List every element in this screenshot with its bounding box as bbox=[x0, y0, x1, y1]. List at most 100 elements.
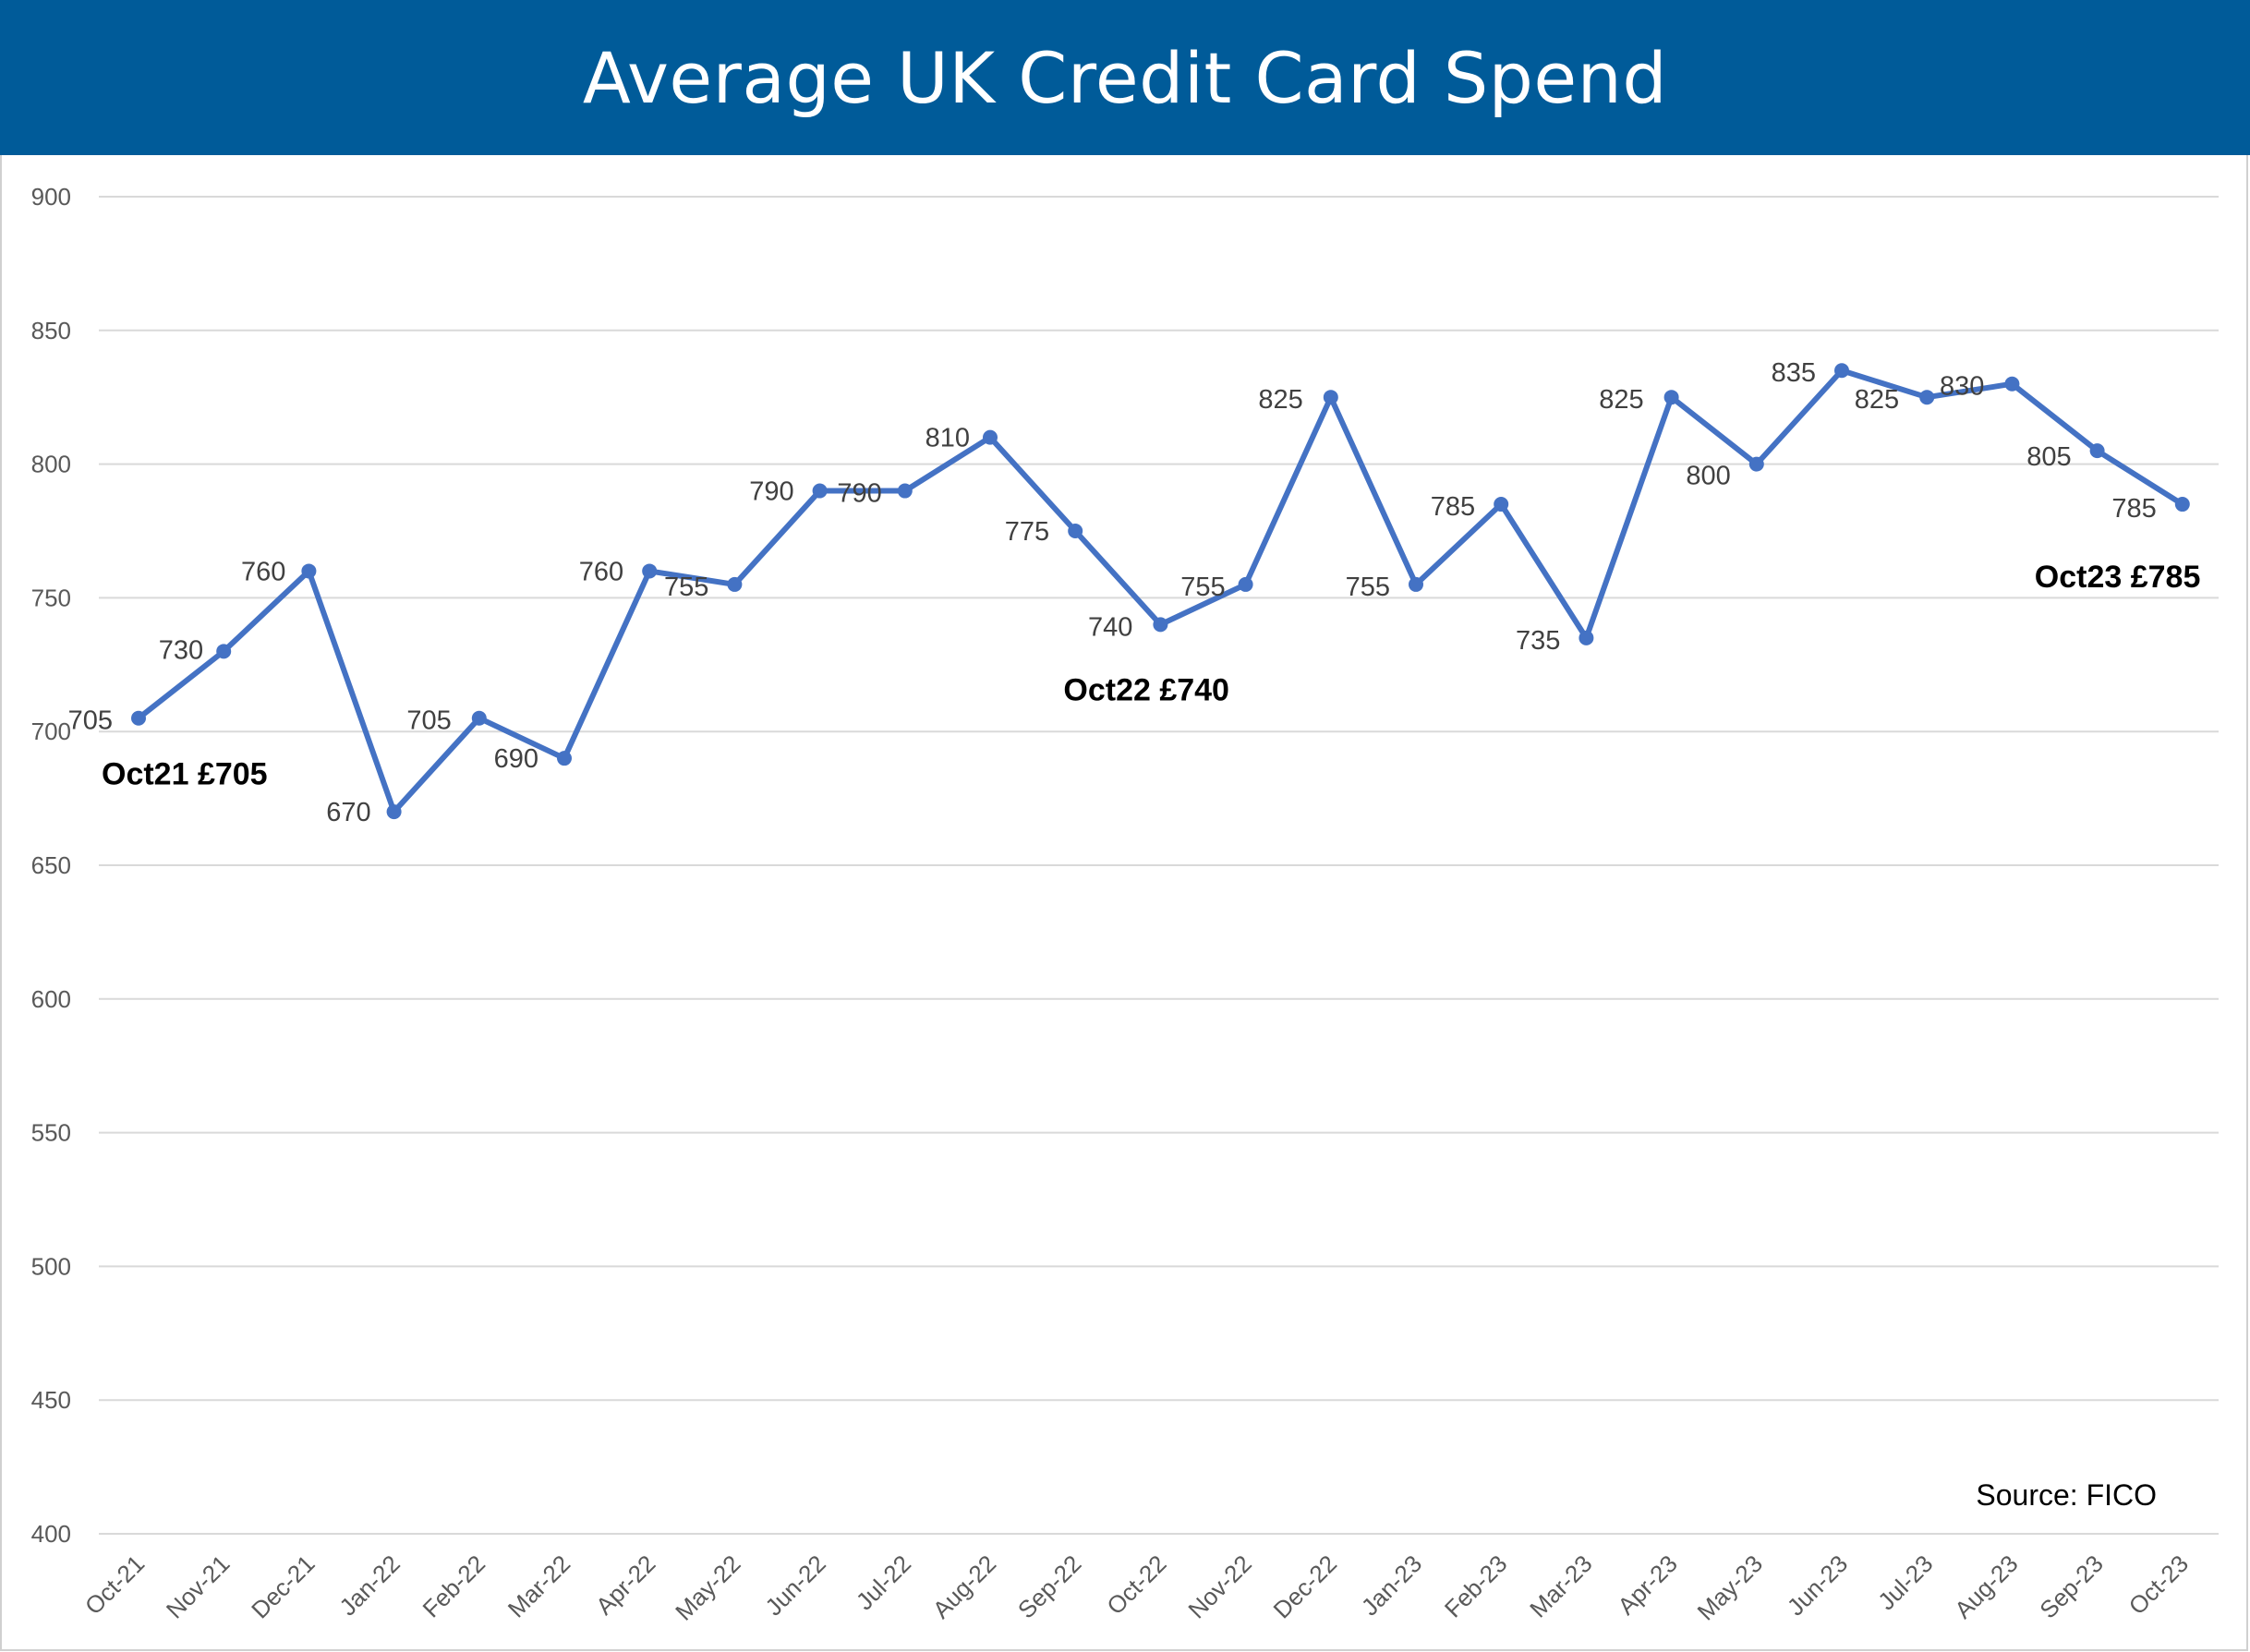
data-label: 755 bbox=[664, 573, 708, 602]
data-label: 755 bbox=[1346, 573, 1390, 602]
y-tick-label: 750 bbox=[31, 584, 71, 611]
x-tick-label: May-22 bbox=[670, 1550, 746, 1626]
data-point bbox=[2004, 376, 2020, 392]
data-label: 690 bbox=[494, 744, 538, 774]
x-tick-label: Aug-23 bbox=[1949, 1550, 2023, 1623]
x-tick-label: Oct-23 bbox=[2123, 1550, 2194, 1620]
line-chart: 400 450 500 550 600 650 700 750 800 850 900 Oct-21… bbox=[31, 183, 2219, 1626]
data-label: 825 bbox=[1258, 385, 1302, 415]
x-tick-label: May-23 bbox=[1692, 1550, 1769, 1626]
data-point bbox=[1579, 630, 1594, 645]
data-label: 790 bbox=[837, 479, 881, 509]
data-point bbox=[812, 483, 828, 499]
data-label: 810 bbox=[925, 424, 970, 453]
data-label: 705 bbox=[68, 706, 113, 736]
data-point bbox=[1323, 390, 1338, 405]
data-point bbox=[1663, 390, 1679, 405]
data-label: 775 bbox=[1005, 517, 1049, 547]
data-point bbox=[897, 483, 913, 499]
y-tick-label: 500 bbox=[31, 1252, 71, 1280]
data-label: 785 bbox=[2111, 494, 2156, 524]
data-point bbox=[2089, 443, 2105, 459]
data-label: 735 bbox=[1516, 626, 1560, 656]
chart-header: Average UK Credit Card Spend bbox=[0, 0, 2250, 155]
data-label: 785 bbox=[1431, 492, 1475, 522]
data-point bbox=[1494, 497, 1509, 512]
data-point bbox=[1068, 524, 1083, 538]
x-tick-label: Sep-22 bbox=[1012, 1550, 1086, 1623]
data-label: 670 bbox=[326, 798, 370, 827]
y-tick-label: 800 bbox=[31, 451, 71, 478]
data-point bbox=[2174, 497, 2190, 512]
x-tick-label: Apr-22 bbox=[590, 1550, 660, 1620]
x-tick-label: Mar-23 bbox=[1524, 1550, 1597, 1622]
data-point bbox=[642, 563, 658, 579]
data-label: 790 bbox=[749, 477, 793, 507]
data-label: 730 bbox=[159, 635, 203, 665]
data-labels: 705 730 760 670 705 690 760 755 790 790 810 775 740 7… bbox=[68, 358, 2157, 827]
data-label: 800 bbox=[1686, 462, 1730, 491]
y-tick-label: 400 bbox=[31, 1520, 71, 1548]
y-tick-label: 600 bbox=[31, 985, 71, 1013]
data-label: 825 bbox=[1599, 385, 1643, 415]
x-tick-label: Jan-23 bbox=[1356, 1550, 1427, 1621]
y-tick-label: 650 bbox=[31, 851, 71, 879]
x-tick-label: Feb-22 bbox=[417, 1550, 490, 1622]
x-tick-label: Dec-22 bbox=[1268, 1550, 1342, 1623]
data-label: 835 bbox=[1772, 358, 1816, 388]
x-tick-label: Jun-23 bbox=[1782, 1550, 1853, 1621]
data-point bbox=[131, 710, 146, 726]
data-label: 705 bbox=[406, 706, 451, 736]
data-point bbox=[1834, 363, 1849, 379]
data-label: 805 bbox=[2026, 442, 2071, 472]
data-point bbox=[1409, 576, 1423, 592]
x-tick-label: Oct-21 bbox=[79, 1550, 150, 1620]
data-label: 760 bbox=[241, 557, 285, 586]
x-tick-label: Mar-22 bbox=[502, 1550, 575, 1622]
data-point bbox=[557, 751, 572, 766]
annotations: Oct21 £705 Oct22 £740 Oct23 £785 bbox=[102, 560, 2200, 792]
data-label: 755 bbox=[1180, 573, 1225, 602]
data-point bbox=[1919, 390, 1935, 405]
annotation-label: Oct22 £740 bbox=[1063, 672, 1229, 707]
data-label: 830 bbox=[1940, 372, 1984, 402]
chart-title: Average UK Credit Card Spend bbox=[582, 36, 1668, 119]
annotation-label: Oct21 £705 bbox=[102, 757, 268, 792]
x-tick-label: Jul-23 bbox=[1872, 1550, 1938, 1615]
y-tick-label: 700 bbox=[31, 717, 71, 745]
x-tick-label: Feb-23 bbox=[1439, 1550, 1512, 1622]
data-point bbox=[1153, 617, 1168, 633]
series-line-group bbox=[131, 363, 2190, 820]
data-label: 760 bbox=[579, 557, 623, 586]
x-tick-label: Jul-22 bbox=[851, 1550, 916, 1615]
y-axis-ticks: 400 450 500 550 600 650 700 750 800 850 900 bbox=[31, 183, 71, 1548]
data-label: 740 bbox=[1088, 612, 1132, 642]
data-point bbox=[727, 576, 743, 592]
chart-area: 400 450 500 550 600 650 700 750 800 850 900 Oct-21… bbox=[0, 155, 2248, 1651]
x-axis-ticks: Oct-21 Nov-21 Dec-21 Jan-22 Feb-22 Mar-22 Apr-… bbox=[79, 1550, 2194, 1626]
y-tick-label: 900 bbox=[31, 183, 71, 211]
data-point bbox=[471, 710, 487, 726]
x-tick-label: Aug-22 bbox=[927, 1550, 1001, 1623]
y-tick-label: 450 bbox=[31, 1386, 71, 1414]
y-tick-label: 850 bbox=[31, 317, 71, 344]
x-tick-label: Sep-23 bbox=[2034, 1550, 2108, 1623]
data-point bbox=[216, 644, 232, 659]
annotation-label: Oct23 £785 bbox=[2035, 560, 2201, 595]
gridlines bbox=[99, 196, 2219, 1535]
data-point bbox=[1748, 456, 1764, 472]
x-tick-label: Jun-22 bbox=[759, 1550, 830, 1621]
y-tick-label: 550 bbox=[31, 1119, 71, 1147]
x-tick-label: Jan-22 bbox=[333, 1550, 405, 1621]
data-point bbox=[983, 429, 998, 445]
data-point bbox=[301, 563, 317, 579]
x-tick-label: Dec-21 bbox=[246, 1550, 320, 1623]
x-tick-label: Apr-23 bbox=[1612, 1550, 1682, 1620]
series-line bbox=[137, 368, 2184, 815]
x-tick-label: Oct-22 bbox=[1101, 1550, 1171, 1620]
source-note: Source: FICO bbox=[1976, 1478, 2157, 1512]
data-point bbox=[386, 804, 402, 820]
x-tick-label: Nov-22 bbox=[1182, 1550, 1256, 1623]
x-tick-label: Nov-21 bbox=[161, 1550, 235, 1623]
data-label: 825 bbox=[1855, 385, 1899, 415]
